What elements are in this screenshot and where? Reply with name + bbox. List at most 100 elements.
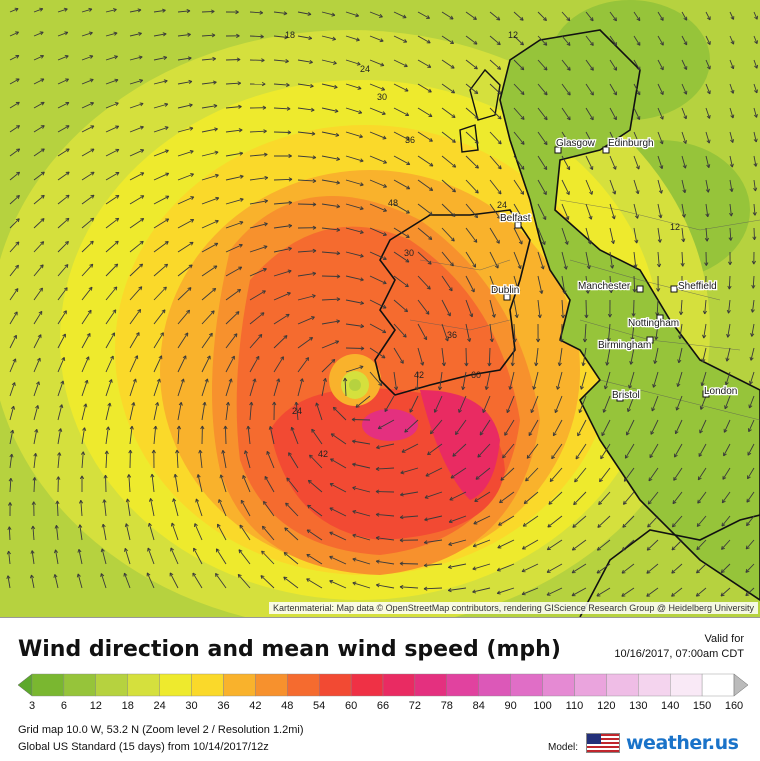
- scale-swatch: [511, 674, 543, 696]
- contour-label: 24: [360, 64, 370, 74]
- wind-arrow-head: [722, 499, 723, 503]
- contour-label: 30: [377, 92, 387, 102]
- contour-label: 12: [670, 222, 680, 232]
- wind-arrow-head: [116, 287, 117, 290]
- model-label: Model:: [548, 742, 578, 753]
- map-attribution: Kartenmaterial: Map data © OpenStreetMap…: [269, 602, 758, 614]
- wind-arrow: [586, 300, 587, 318]
- scale-tick-label: 6: [61, 700, 67, 712]
- legend-title: Wind direction and mean wind speed (mph): [18, 637, 561, 662]
- wind-arrow-head: [284, 577, 288, 578]
- scale-swatch: [224, 674, 256, 696]
- wind-arrow-head: [750, 381, 751, 385]
- scale-swatch: [638, 674, 670, 696]
- scale-swatch: [32, 674, 64, 696]
- scale-swatch: [702, 674, 734, 696]
- contour-label: 18: [285, 30, 295, 40]
- scale-swatch: [575, 674, 607, 696]
- wind-arrow: [561, 324, 562, 342]
- wind-arrow-head: [474, 93, 478, 94]
- scale-tick-label: 24: [154, 700, 166, 712]
- contour-label: 60: [471, 370, 481, 380]
- scale-tick-label: 42: [249, 700, 261, 712]
- wind-arrow-head: [700, 406, 701, 410]
- scale-tick-label: 36: [217, 700, 229, 712]
- wind-arrow: [466, 348, 467, 366]
- city-label: Glasgow: [556, 138, 596, 149]
- wind-arrow-head: [600, 478, 601, 481]
- contour-label: 12: [508, 30, 518, 40]
- city-label: Manchester: [578, 281, 631, 292]
- wind-arrow-head: [698, 500, 699, 503]
- contour-label: 42: [414, 370, 424, 380]
- wind-arrow-head: [749, 405, 750, 409]
- wind-arrow-head: [236, 334, 237, 338]
- scale-arrow-left: [18, 674, 32, 696]
- city-label: Nottingham: [628, 318, 679, 329]
- wind-arrow-head: [429, 190, 433, 191]
- valid-label: Valid for: [614, 632, 744, 647]
- wind-arrow: [754, 228, 755, 240]
- wind-arrow: [106, 475, 107, 492]
- city-label: Dublin: [491, 285, 519, 296]
- contour-label: 36: [447, 330, 457, 340]
- wind-arrow-head: [184, 379, 185, 382]
- wind-arrow: [346, 348, 364, 349]
- wind-arrow-head: [452, 117, 456, 118]
- weather-us-logo[interactable]: weather.us: [586, 733, 738, 753]
- city-marker: [637, 286, 643, 292]
- scale-tick-label: 140: [661, 700, 679, 712]
- contour-label: 36: [405, 135, 415, 145]
- contour-label: 42: [318, 449, 328, 459]
- wind-arrow-head: [624, 478, 625, 482]
- contour-label: 48: [388, 198, 398, 208]
- wind-arrow-head: [652, 408, 653, 412]
- scale-tick-label: 72: [409, 700, 421, 712]
- scale-swatch: [383, 674, 415, 696]
- scale-swatch: [287, 674, 319, 696]
- wind-arrow-head: [747, 522, 748, 526]
- wind-arrow-head: [725, 382, 726, 385]
- scale-swatch: [479, 674, 511, 696]
- wind-core: [362, 409, 418, 441]
- scale-tick-label: 120: [597, 700, 615, 712]
- city-label: Sheffield: [678, 281, 717, 292]
- wind-arrow-head: [627, 408, 628, 412]
- wind-arrow: [298, 204, 316, 205]
- wind-arrow-head: [15, 383, 16, 386]
- wind-arrow: [322, 276, 340, 277]
- scale-tick-label: 110: [566, 700, 584, 712]
- scale-tick-label: 60: [345, 700, 357, 712]
- wind-arrow-head: [140, 309, 141, 313]
- wind-arrow-head: [112, 379, 113, 382]
- storm-eye-center: [349, 379, 361, 391]
- scale-swatch: [415, 674, 447, 696]
- city-label: London: [704, 386, 737, 397]
- color-scale: [18, 670, 748, 700]
- scale-tick-label: 150: [693, 700, 711, 712]
- wind-arrow: [352, 420, 370, 421]
- wind-arrow: [226, 60, 240, 61]
- scale-tick-label: 18: [122, 700, 134, 712]
- wind-arrow: [225, 426, 226, 444]
- scale-swatch: [128, 674, 160, 696]
- scale-tick-label: 3: [29, 700, 35, 712]
- scale-tick-label: 90: [505, 700, 517, 712]
- scale-swatch: [96, 674, 128, 696]
- wind-arrow-head: [39, 382, 40, 385]
- wind-arrow-head: [725, 405, 726, 409]
- wind-arrow-head: [474, 44, 478, 45]
- wind-arrow: [274, 132, 291, 133]
- contour-label: 24: [292, 406, 302, 416]
- wind-arrow-head: [452, 167, 455, 168]
- us-flag-icon: [586, 733, 620, 753]
- wind-arrow-head: [18, 265, 19, 268]
- model-run-info: Global US Standard (15 days) from 10/14/…: [18, 741, 269, 753]
- contour-label: 24: [497, 200, 507, 210]
- wind-arrow-head: [673, 500, 674, 504]
- scale-tick-label: 78: [441, 700, 453, 712]
- scale-swatch: [192, 674, 224, 696]
- scale-tick-label: 100: [533, 700, 551, 712]
